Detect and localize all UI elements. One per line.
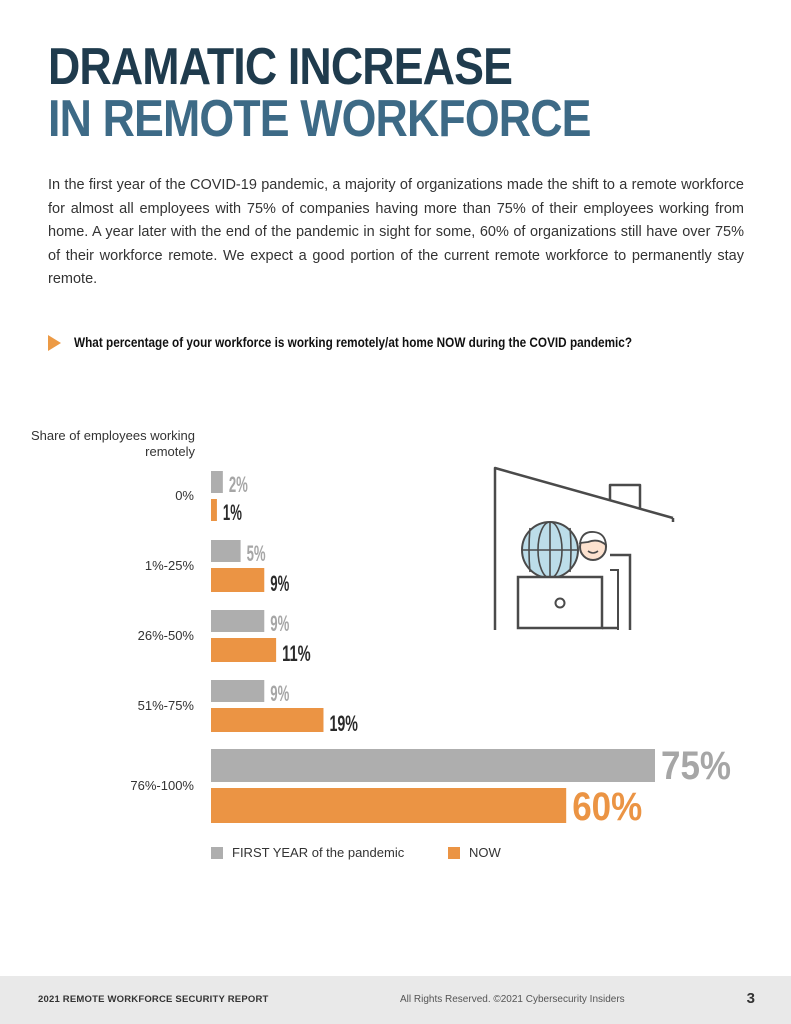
data-label-first-year: 2% (229, 472, 248, 497)
footer-page-number: 3 (746, 990, 755, 1007)
remote-worker-at-home-icon (493, 466, 675, 630)
chart-y-axis-label: Share of employees working remotely (30, 428, 195, 459)
play-arrow-icon (48, 335, 61, 351)
bar-now (211, 499, 217, 521)
data-label-first-year: 9% (270, 681, 289, 706)
legend-swatch-first-year (211, 847, 223, 859)
category-label: 26%-50% (138, 628, 195, 643)
category-label: 51%-75% (138, 698, 195, 713)
legend-label-first-year: FIRST YEAR of the pandemic (232, 845, 405, 860)
bar-now (211, 638, 277, 662)
page-title-line-1: DRAMATIC INCREASE (48, 38, 513, 96)
intro-paragraph: In the first year of the COVID-19 pandem… (48, 177, 744, 287)
bar-first-year (211, 680, 265, 702)
footer-report-name: 2021 REMOTE WORKFORCE SECURITY REPORT (38, 994, 269, 1005)
bar-now (211, 568, 265, 592)
page-footer: 2021 REMOTE WORKFORCE SECURITY REPORT Al… (0, 976, 791, 1024)
bar-now (211, 788, 567, 823)
bar-first-year (211, 610, 265, 632)
bar-first-year (211, 749, 655, 782)
data-label-now: 60% (572, 785, 642, 829)
category-label: 0% (175, 488, 194, 503)
bar-first-year (211, 471, 223, 493)
legend-swatch-now (448, 847, 460, 859)
legend-label-now: NOW (469, 845, 501, 860)
bar-first-year (211, 540, 241, 562)
data-label-first-year: 5% (247, 541, 266, 566)
category-label: 1%-25% (145, 558, 195, 573)
data-label-first-year: 9% (270, 611, 289, 636)
data-label-now: 19% (329, 711, 358, 736)
category-label: 76%-100% (130, 778, 194, 793)
question-text: What percentage of your workforce is wor… (74, 334, 633, 350)
bar-now (211, 708, 324, 732)
data-label-now: 9% (270, 571, 289, 596)
data-label-now: 1% (223, 500, 242, 525)
data-label-first-year: 75% (661, 744, 731, 788)
page-title-line-2: IN REMOTE WORKFORCE (48, 90, 592, 148)
survey-question: What percentage of your workforce is wor… (48, 334, 768, 354)
data-label-now: 11% (282, 641, 311, 666)
footer-rights: All Rights Reserved. ©2021 Cybersecurity… (400, 994, 625, 1005)
